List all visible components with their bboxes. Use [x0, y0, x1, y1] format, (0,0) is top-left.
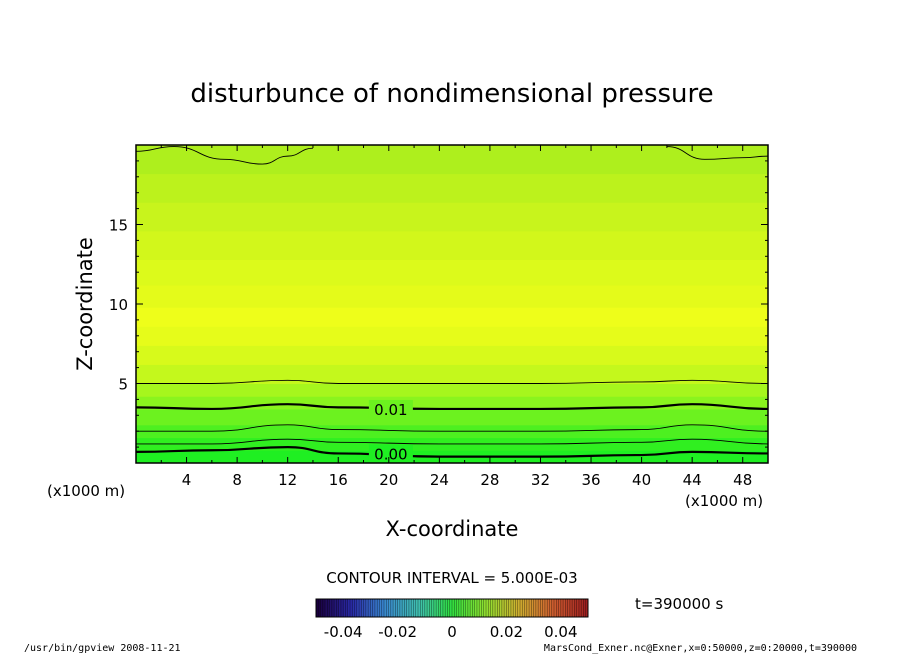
contour-label-0: 0.01	[374, 401, 407, 419]
field-band-13	[136, 202, 768, 232]
x-axis: 4 8 12 16 20 24 28 32 36 40 44 48	[135, 145, 769, 489]
field-band-10	[136, 284, 768, 308]
contour-line-1	[136, 403, 768, 411]
x-unit-label-right: (x1000 m)	[685, 492, 763, 510]
colorbar-tick-label: 0.02	[490, 623, 523, 641]
colorbar-frame	[315, 598, 589, 618]
field-band-9	[136, 307, 768, 327]
footer-left: /usr/bin/gpview 2008-11-21	[24, 643, 181, 654]
x-tick-label: 48	[733, 471, 752, 489]
x-tick-label: 32	[531, 471, 550, 489]
x-tick-label: 16	[329, 471, 348, 489]
y-axis-label: Z-coordinate	[73, 237, 97, 371]
colorbar-tick-label: 0	[447, 623, 457, 641]
time-label: t=390000 s	[635, 595, 723, 613]
pressure-field	[136, 145, 768, 463]
field-band-12	[136, 230, 768, 260]
chart-title: disturbunce of nondimensional pressure	[190, 79, 713, 109]
y-axis: 5 10 15	[109, 144, 768, 464]
x-tick-label: 8	[232, 471, 242, 489]
x-tick-label: 36	[581, 471, 600, 489]
colorbar-tick-label: -0.04	[324, 623, 363, 641]
contour-labels: 0.01 0.00	[368, 399, 413, 464]
field-band-3	[136, 408, 768, 426]
field-band-5	[136, 383, 768, 397]
contour-line-6	[666, 146, 768, 160]
contour-line-5	[136, 146, 313, 165]
contour-label-bg-1	[368, 444, 413, 464]
x-tick-label: 12	[278, 471, 297, 489]
colorbar	[315, 598, 589, 618]
x-tick-label: 4	[182, 471, 192, 489]
field-band-11	[136, 259, 768, 286]
contour-interval-label: CONTOUR INTERVAL = 5.000E-03	[326, 569, 577, 587]
field-band-14	[136, 173, 768, 203]
contour-line-3	[136, 438, 768, 445]
contour-label-bg-0	[368, 399, 413, 419]
colorbar-tick-label: -0.02	[378, 623, 417, 641]
colorbar-tick-labels: -0.04 -0.02 0 0.02 0.04	[324, 623, 578, 641]
y-tick-label: 15	[109, 217, 128, 235]
field-band-15	[136, 145, 768, 175]
x-tick-label: 20	[379, 471, 398, 489]
field-band-4	[136, 396, 768, 410]
x-tick-label: 24	[430, 471, 449, 489]
contour-label-1: 0.00	[374, 445, 407, 463]
x-tick-label: 44	[683, 471, 702, 489]
y-tick-label: 10	[109, 296, 128, 314]
contour-line-0	[136, 379, 768, 384]
y-tick-label: 5	[118, 376, 128, 394]
field-band-8	[136, 326, 768, 346]
field-band-6	[136, 364, 768, 384]
x-tick-label: 40	[632, 471, 651, 489]
footer-right: MarsCond_Exner.nc@Exner,x=0:50000,z=0:20…	[544, 643, 857, 654]
x-unit-label-left: (x1000 m)	[47, 482, 125, 500]
contour-line-4	[136, 445, 768, 458]
field-band-7	[136, 345, 768, 365]
contour-line-2	[136, 424, 768, 432]
x-tick-label: 28	[480, 471, 499, 489]
contour-lines	[136, 146, 768, 458]
x-axis-label: X-coordinate	[386, 517, 519, 541]
colorbar-tick-label: 0.04	[544, 623, 577, 641]
